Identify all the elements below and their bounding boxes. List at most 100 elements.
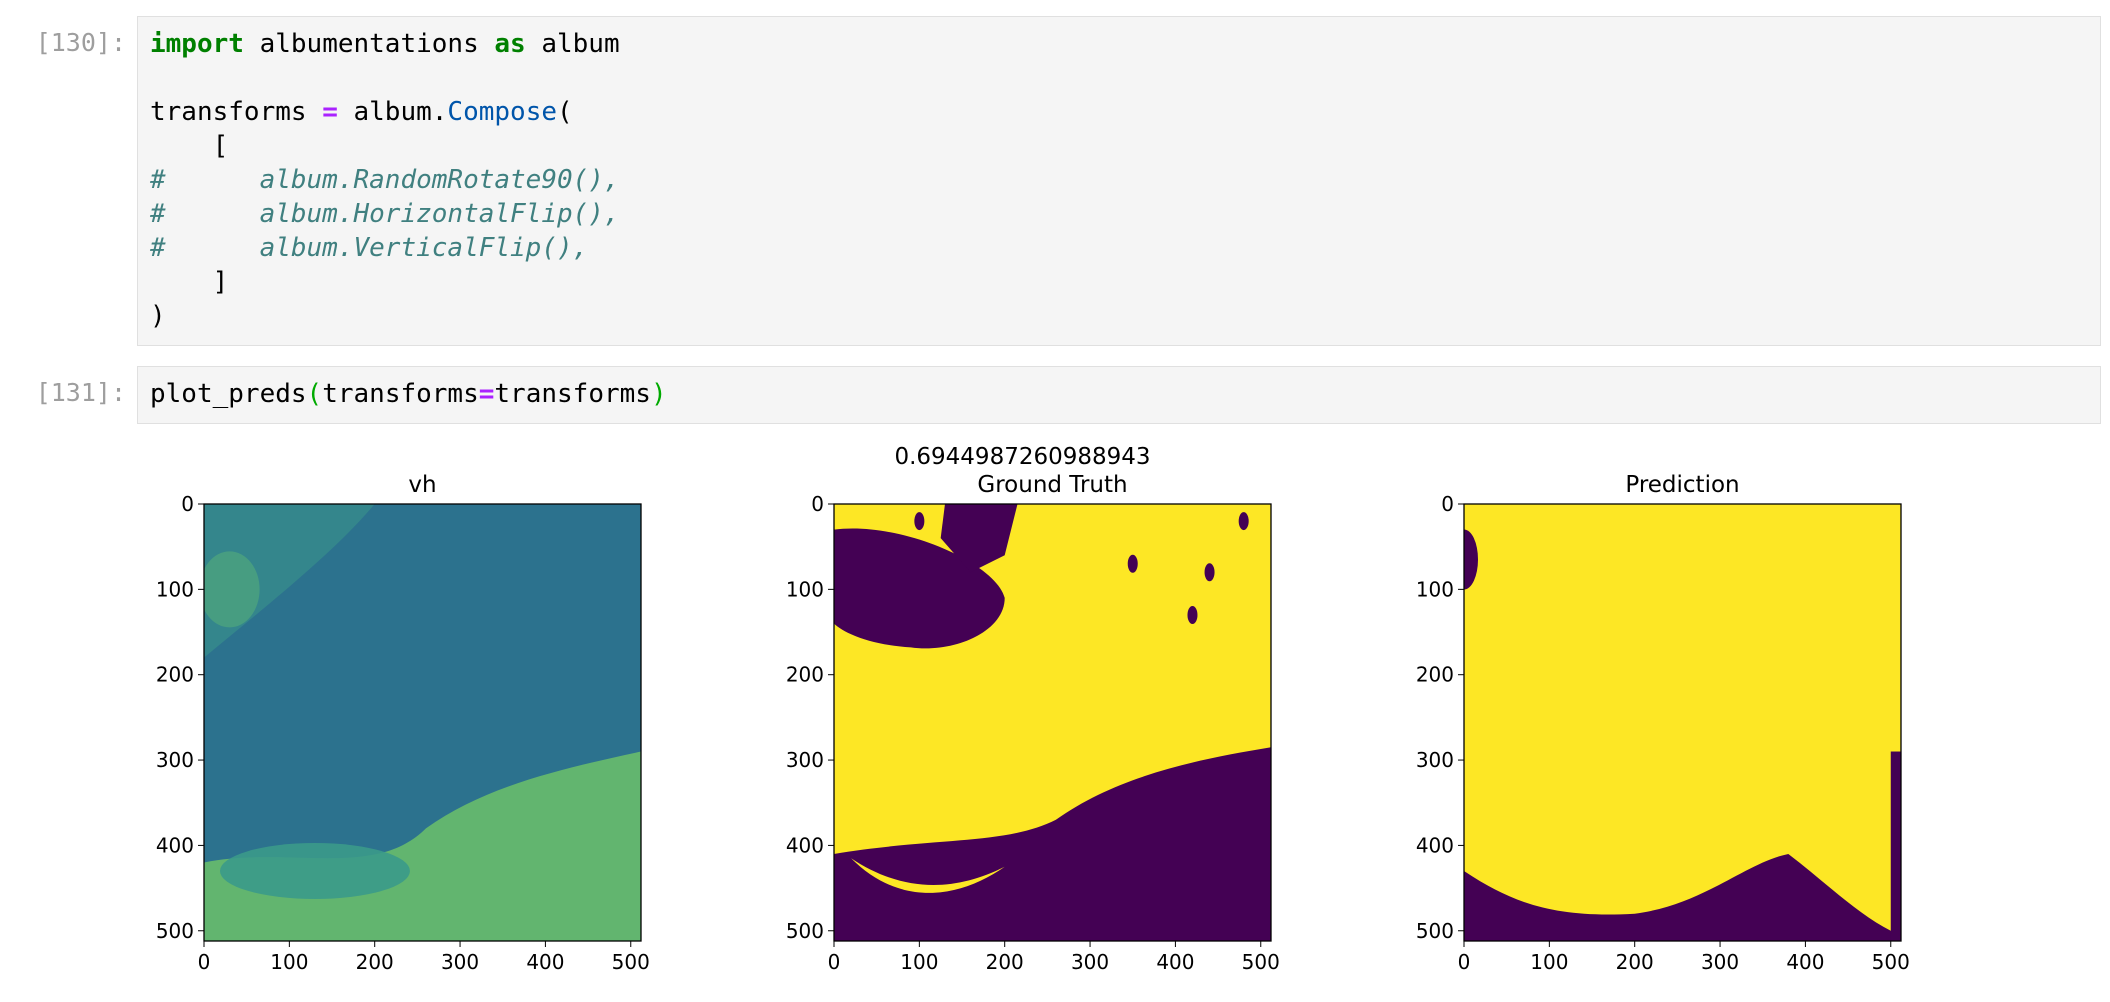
image-plot [204,504,641,941]
x-tick-label: 0 [1458,950,1471,974]
subplot-title: Prediction [1625,472,1739,498]
code-token: = [478,379,495,409]
axes-frame [1463,503,1902,942]
y-tick-label: 0 [181,492,194,516]
image-background [1464,504,1901,941]
code-token: = [322,97,338,127]
mid-region [204,504,375,658]
cell-prompt: [131]: [35,378,126,407]
water-patch [1187,605,1198,624]
x-tick-label: 200 [356,950,394,974]
code-token: album. [337,97,448,127]
water-patch [1238,512,1249,531]
code-line: ] [150,265,620,299]
image-plot [834,504,1271,941]
x-tick-label: 500 [1242,950,1280,974]
code-token: album [525,29,620,59]
x-tick-label: 300 [441,950,479,974]
mid-region [219,843,410,900]
y-tick-label: 200 [156,663,194,687]
code-input[interactable]: plot_preds(transforms=transforms) [137,366,2101,424]
code-line: ​ [150,61,620,95]
x-tick-label: 400 [1786,950,1824,974]
score-label: 0.6944987260988943 [894,444,1150,470]
subplot-title: Ground Truth [977,472,1127,498]
axes-frame [203,503,642,942]
x-tick-label: 200 [986,950,1024,974]
water-patch [1204,563,1215,582]
cell-output: 0 100 200 300 400 500 0 100 200 300 400 500 vh 0 100 20… [137,440,2101,998]
x-tick-label: 400 [1156,950,1194,974]
x-tick-label: 500 [612,950,650,974]
y-tick-label: 0 [811,492,824,516]
water-region [834,747,1271,941]
code-token: plot_preds [150,379,307,409]
x-tick-label: 300 [1071,950,1109,974]
y-tick-label: 200 [786,663,824,687]
code-token: ) [150,301,166,331]
code-text: plot_preds(transforms=transforms) [150,377,667,411]
y-tick-label: 100 [156,577,194,601]
x-tick-label: 0 [828,950,841,974]
code-token: # album.HorizontalFlip(), [150,199,620,229]
y-tick-label: 0 [1441,492,1454,516]
image-plot [1464,504,1901,941]
y-tick-label: 500 [1416,919,1454,943]
y-tick-label: 400 [786,833,824,857]
water-region [1890,751,1901,941]
code-line: import albumentations as album [150,27,620,61]
code-line: ) [150,299,620,333]
y-tick-label: 400 [156,833,194,857]
water-patch [914,512,925,531]
y-tick-label: 300 [1416,748,1454,772]
code-token: transforms [494,379,651,409]
y-tick-label: 100 [1416,577,1454,601]
code-token: ( [306,379,323,409]
code-token: # album.RandomRotate90(), [150,165,620,195]
subplot-title: vh [408,472,436,498]
code-cell-131[interactable]: [131]: plot_preds(transforms=transforms) [0,366,2110,426]
code-line: [ [150,129,620,163]
x-tick-label: 0 [198,950,211,974]
y-tick-label: 300 [786,748,824,772]
x-tick-label: 100 [900,950,938,974]
x-tick-label: 400 [526,950,564,974]
code-line: # album.RandomRotate90(), [150,163,620,197]
y-tick-label: 500 [786,919,824,943]
water-patch [1127,554,1138,573]
land-region [851,858,1005,893]
code-token: as [494,29,526,59]
x-tick-label: 100 [1530,950,1568,974]
x-tick-label: 500 [1872,950,1910,974]
code-line: transforms = album.Compose( [150,95,620,129]
code-token: ( [557,97,573,127]
y-tick-label: 100 [786,577,824,601]
code-token: ) [650,379,667,409]
code-token: Compose [447,97,557,127]
code-cell-130[interactable]: [130]: import albumentations as album​tr… [0,16,2110,348]
code-token: [ [150,131,229,161]
code-token: # album.VerticalFlip(), [150,233,589,263]
code-token: transforms [322,379,479,409]
x-tick-label: 200 [1616,950,1654,974]
cell-prompt: [130]: [35,28,126,57]
code-token: ] [150,267,229,297]
axes-frame [833,503,1272,942]
x-tick-label: 100 [270,950,308,974]
subplot-2: 0 100 200 300 400 5000100200300400500Predicti… [1416,472,1910,974]
code-text: import albumentations as album​transform… [150,27,620,333]
code-token: transforms [150,97,323,127]
y-tick-label: 500 [156,919,194,943]
code-token: import [150,29,244,59]
water-region [940,504,1018,573]
y-tick-label: 300 [156,748,194,772]
y-tick-label: 200 [1416,663,1454,687]
y-tick-label: 400 [1416,833,1454,857]
code-input[interactable]: import albumentations as album​transform… [137,16,2101,346]
code-line: # album.VerticalFlip(), [150,231,620,265]
water-region [1464,529,1478,590]
x-tick-label: 300 [1701,950,1739,974]
